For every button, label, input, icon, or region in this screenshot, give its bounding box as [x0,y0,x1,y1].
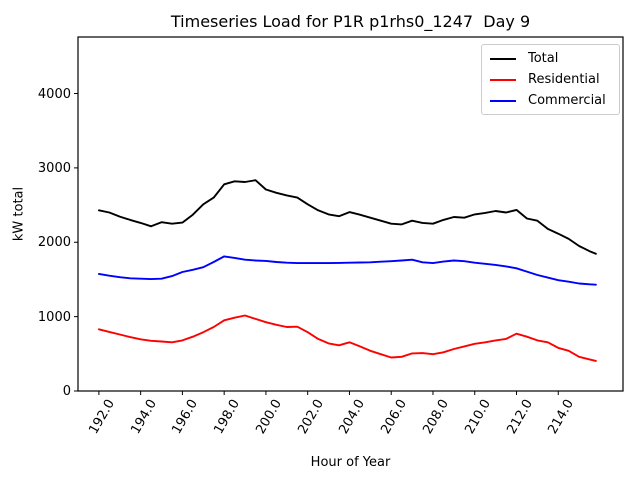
legend-entry-total: Total [490,48,611,69]
legend-label-residential: Residential [528,72,600,87]
legend-line-sample-residential [490,78,516,81]
series-line-total [97,179,597,255]
x-axis-label: Hour of Year [310,455,391,470]
y-tick-label: 4000 [37,86,71,102]
legend: Total Residential Commercial [481,44,620,115]
axes-frame [77,36,624,392]
y-tick-label: 0 [62,384,71,399]
legend-label-total: Total [528,51,559,66]
chart-title: Timeseries Load for P1R p1rhs0_1247 Day … [170,12,531,31]
y-tick-label: 1000 [37,309,71,325]
legend-entry-residential: Residential [490,69,611,90]
series-line-commercial [97,255,597,286]
y-axis-label: kW total [11,186,27,242]
legend-label-commercial: Commercial [528,93,606,108]
legend-entry-commercial: Commercial [490,90,611,111]
series-line-residential [97,314,597,362]
y-tick-label: 2000 [37,235,71,251]
y-tick-label: 3000 [37,160,71,176]
legend-line-sample-commercial [490,99,516,102]
legend-line-sample-total [490,57,516,60]
